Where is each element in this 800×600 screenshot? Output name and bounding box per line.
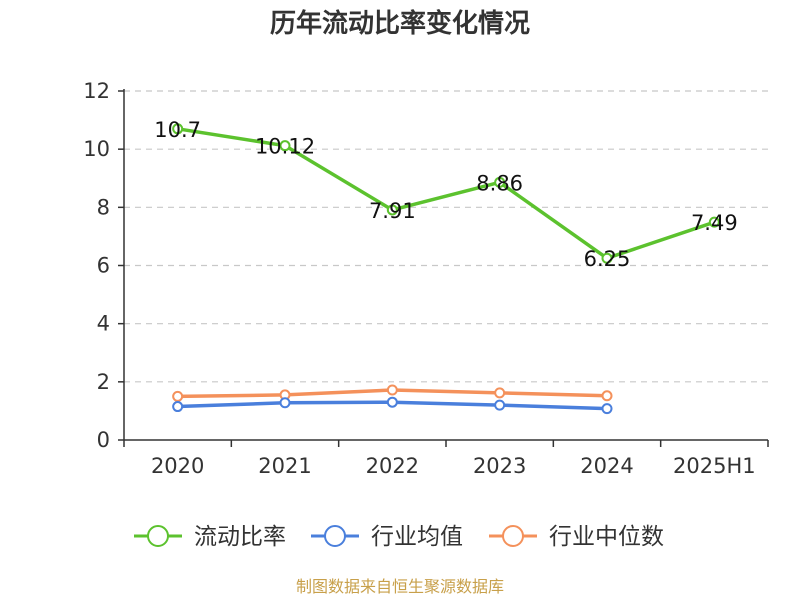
y-tick-label: 12 <box>83 79 110 103</box>
data-label: 6.25 <box>584 247 631 271</box>
data-point[interactable] <box>708 216 720 228</box>
legend-item-2[interactable]: 行业中位数 <box>489 524 664 550</box>
data-label: 8.86 <box>476 171 523 195</box>
gridlines <box>124 90 768 383</box>
data-point[interactable] <box>494 399 506 411</box>
y-axis-ticks: 0 2 4 6 8 10 12 <box>83 79 124 452</box>
x-tick-label: 2020 <box>151 454 204 478</box>
x-tick-label: 2024 <box>580 454 633 478</box>
y-tick-label: 8 <box>97 195 110 219</box>
data-point[interactable] <box>601 403 613 415</box>
data-point[interactable] <box>494 176 506 188</box>
series-line-0 <box>177 127 715 260</box>
legend-label: 行业中位数 <box>549 524 664 550</box>
data-point[interactable] <box>386 204 398 216</box>
legend-item-1[interactable]: 行业均值 <box>311 524 463 550</box>
data-point[interactable] <box>279 397 291 409</box>
y-tick-label: 6 <box>97 254 110 278</box>
data-label: 7.91 <box>369 199 416 223</box>
legend-label: 流动比率 <box>194 524 286 550</box>
data-label: 7.49 <box>691 211 738 235</box>
y-tick-label: 0 <box>97 428 110 452</box>
data-labels: 10.7 10.12 7.91 8.86 6.25 7.49 <box>154 118 737 271</box>
legend-label: 行业均值 <box>371 524 463 550</box>
x-tick-label: 2022 <box>366 454 419 478</box>
data-point[interactable] <box>494 387 506 399</box>
y-tick-label: 2 <box>97 370 110 394</box>
data-label: 10.12 <box>255 135 315 159</box>
x-axis-ticks: 2020 2021 2022 2023 2024 2025H1 <box>123 440 769 478</box>
data-point[interactable] <box>601 252 613 264</box>
data-label: 10.7 <box>154 118 201 142</box>
data-point[interactable] <box>172 390 184 402</box>
x-tick-label: 2023 <box>473 454 526 478</box>
data-point[interactable] <box>172 123 184 135</box>
legend-marker <box>147 525 169 547</box>
source-note: 制图数据来自恒生聚源数据库 <box>296 577 504 596</box>
y-tick-label: 4 <box>97 312 110 336</box>
legend-marker <box>324 525 346 547</box>
data-point[interactable] <box>172 401 184 413</box>
data-point[interactable] <box>601 390 613 402</box>
axes <box>123 89 768 441</box>
legend-marker <box>502 525 524 547</box>
legend[interactable]: 流动比率 行业均值 行业中位数 <box>134 524 664 550</box>
x-tick-label: 2021 <box>258 454 311 478</box>
data-point[interactable] <box>279 140 291 152</box>
data-point[interactable] <box>386 384 398 396</box>
legend-item-0[interactable]: 流动比率 <box>134 524 286 550</box>
chart-title: 历年流动比率变化情况 <box>270 8 530 39</box>
series-group <box>172 123 720 415</box>
data-point[interactable] <box>386 396 398 408</box>
x-tick-label: 2025H1 <box>673 454 756 478</box>
y-tick-label: 10 <box>83 137 110 161</box>
